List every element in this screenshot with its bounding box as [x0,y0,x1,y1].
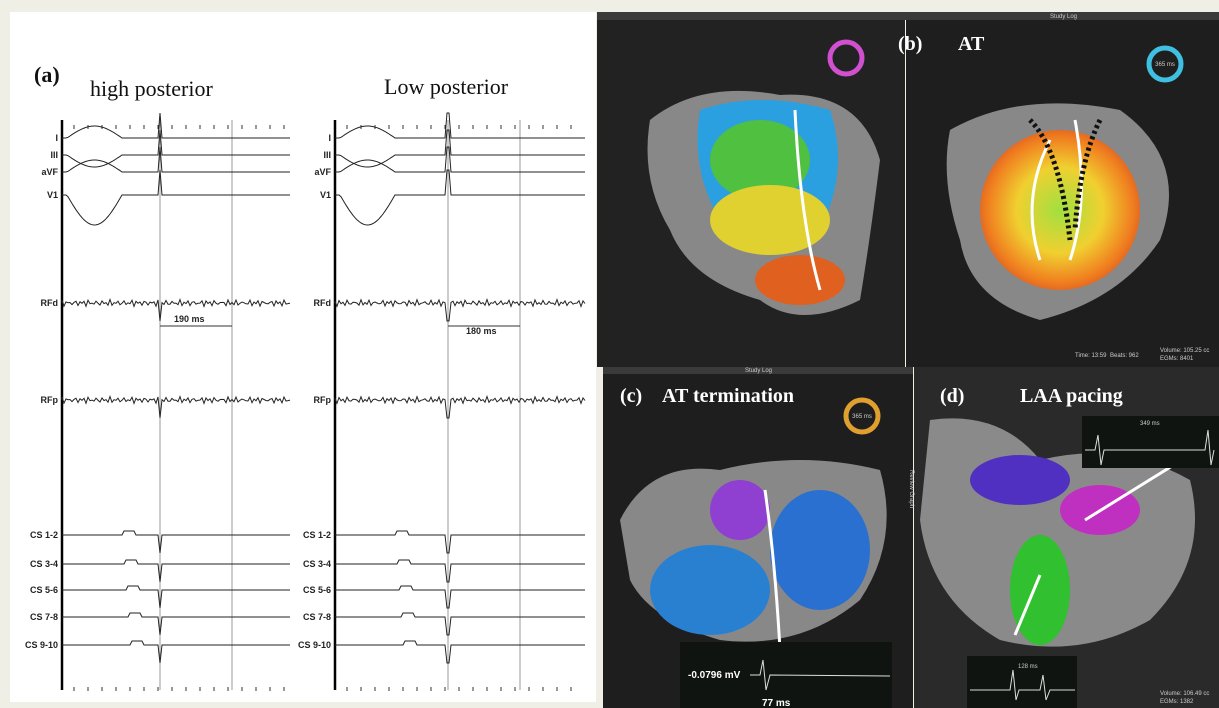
side-label: Review Graph [908,470,914,508]
interval-label: 180 ms [466,326,497,336]
footer: EGMs: 1382 [1160,699,1194,705]
lead-label: CS 5-6 [303,585,331,595]
lead-label: CS 9-10 [25,640,58,650]
header: Study Log [745,368,772,374]
lead-label: V1 [320,190,331,200]
panel-label: (c) [620,385,642,407]
panel-title: AT [958,33,985,55]
header: Study Log [1050,14,1077,20]
panel-label: (b) [898,33,922,55]
lead-label: III [50,150,58,160]
ring-label: 365 ms [852,414,872,420]
panel-title: LAA pacing [1020,385,1123,407]
lead-label: CS 3-4 [30,559,58,569]
lead-label: CS 5-6 [30,585,58,595]
voltage: -0.0796 mV [688,670,741,681]
lead-label: RFp [41,395,59,405]
lead-label: aVF [41,167,58,177]
lead-label: CS 7-8 [303,612,331,622]
lead-label: RFd [314,298,332,308]
interval: 128 ms [1018,664,1038,670]
column-title: high posterior [90,76,213,101]
lead-label: CS 1-2 [30,530,58,540]
panel-label: (a) [34,62,60,87]
toolbar [597,12,1219,20]
footer: EGMs: 8401 [1160,356,1194,362]
lead-label: aVF [314,167,331,177]
interval: 77 ms [762,698,791,708]
lead-label: III [323,150,331,160]
lead-label: CS 9-10 [298,640,331,650]
lead-label: I [55,133,58,143]
footer: Beats: 962 [1110,353,1139,359]
lead-label: RFp [314,395,332,405]
panel-label: (d) [940,385,964,407]
interval: 349 ms [1140,421,1160,427]
lead-label: CS 3-4 [303,559,331,569]
lead-label: I [328,133,331,143]
lead-label: RFd [41,298,59,308]
panel-a-bg [10,12,596,702]
lead-label: V1 [47,190,58,200]
ring-label: 365 ms [1155,62,1175,68]
lead-label: CS 1-2 [303,530,331,540]
interval-label: 190 ms [174,314,205,324]
footer: Volume: 106.49 cc [1160,691,1209,697]
lead-label: CS 7-8 [30,612,58,622]
column-title: Low posterior [384,74,509,99]
figure: IIIIaVFV1RFdRFpCS 1-2CS 3-4CS 5-6CS 7-8C… [0,0,1219,708]
panel-title: AT termination [662,385,794,407]
footer: Volume: 105.25 cc [1160,348,1209,354]
footer: Time: 13:59 [1075,353,1107,359]
